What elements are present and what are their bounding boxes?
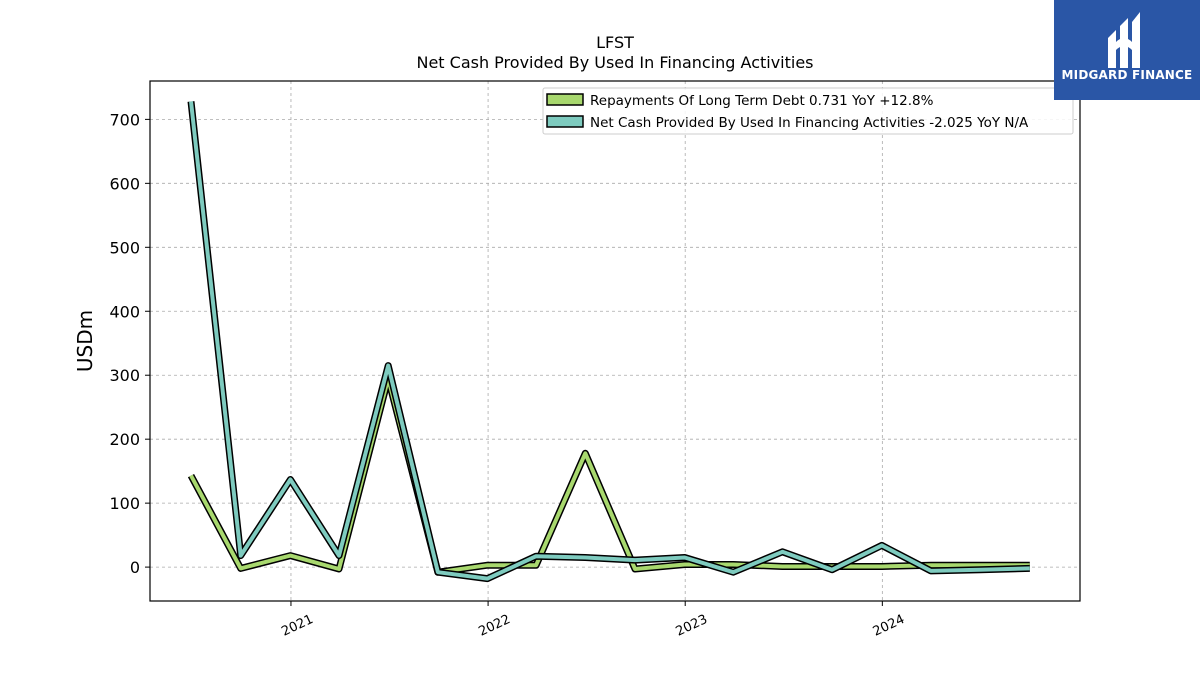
x-tick-label: 2024: [871, 612, 907, 640]
y-tick-label: 500: [109, 238, 140, 257]
brand-logo: MIDGARD FINANCE: [1054, 0, 1200, 100]
x-axis: 2021 2022 2023 2024: [279, 601, 907, 640]
legend-swatch-repayments: [546, 93, 584, 106]
y-tick-label: 100: [109, 494, 140, 513]
y-tick-label: 700: [109, 110, 140, 129]
y-tick-label: 0: [130, 558, 140, 577]
series-line-1: [189, 101, 1030, 581]
midgard-logo-icon: [1108, 12, 1140, 68]
x-tick-label: 2021: [279, 612, 315, 640]
y-axis-label: USDm: [73, 310, 97, 372]
y-tick-label: 200: [109, 430, 140, 449]
series-outline-0: [187, 374, 1030, 576]
legend: Repayments Of Long Term Debt 0.731 YoY +…: [542, 87, 1074, 135]
x-tick-label: 2023: [674, 612, 710, 640]
series-group: [187, 101, 1030, 583]
x-tick-label: 2022: [476, 612, 512, 640]
legend-label-net-cash: Net Cash Provided By Used In Financing A…: [590, 115, 1029, 131]
legend-swatch-net-cash: [546, 115, 584, 128]
y-tick-label: 600: [109, 174, 140, 193]
y-axis: 0 100 200 300 400 500 600 700: [109, 110, 150, 577]
y-tick-label: 400: [109, 302, 140, 321]
brand-name: MIDGARD FINANCE: [1061, 68, 1193, 82]
series-line-0: [189, 376, 1030, 575]
legend-label-repayments: Repayments Of Long Term Debt 0.731 YoY +…: [590, 93, 934, 109]
chart-title: LFST: [596, 33, 634, 52]
legend-box: [542, 87, 1074, 135]
plot-frame: [149, 80, 1081, 602]
y-tick-label: 300: [109, 366, 140, 385]
chart-subtitle: Net Cash Provided By Used In Financing A…: [416, 53, 813, 72]
